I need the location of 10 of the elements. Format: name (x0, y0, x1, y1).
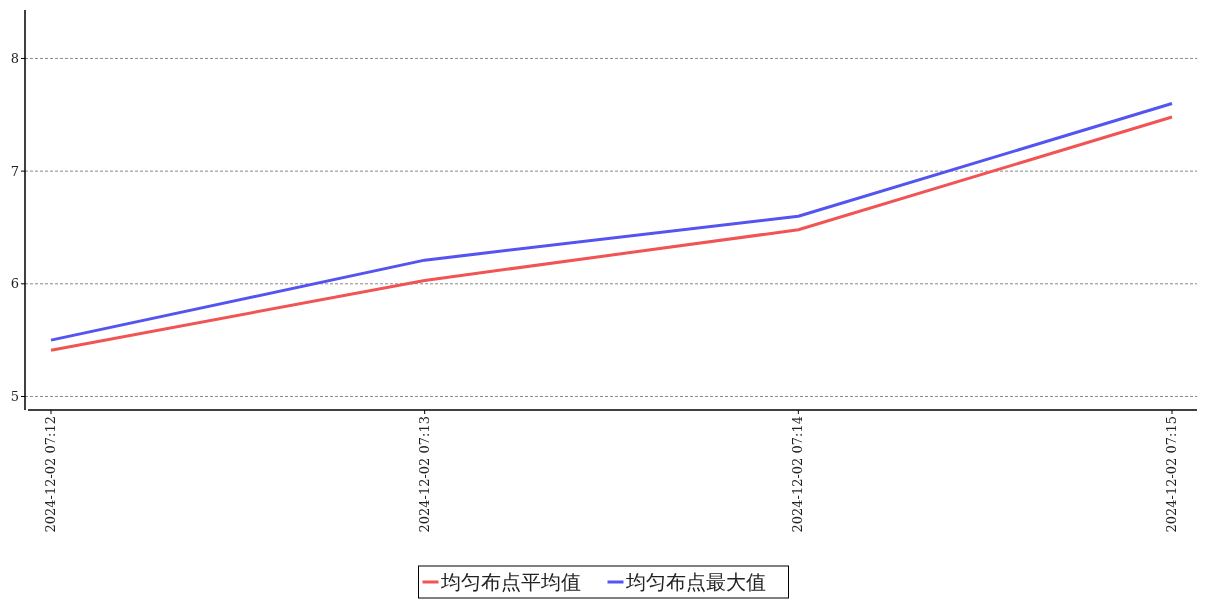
x-tick-label: 2024-12-02 07:12 (43, 416, 58, 533)
legend-label: 均匀布点平均值 (439, 570, 581, 594)
x-tick-label: 2024-12-02 07:14 (790, 416, 806, 533)
y-tick-label: 5 (10, 389, 19, 405)
x-tick-label: 2024-12-02 07:15 (1164, 416, 1179, 533)
y-tick-label: 8 (10, 51, 19, 66)
y-tick-label: 7 (10, 163, 19, 179)
legend-label: 均匀布点最大值 (624, 570, 766, 594)
x-tick-label: 2024-12-02 07:13 (416, 416, 432, 533)
y-tick-label: 6 (10, 276, 19, 292)
